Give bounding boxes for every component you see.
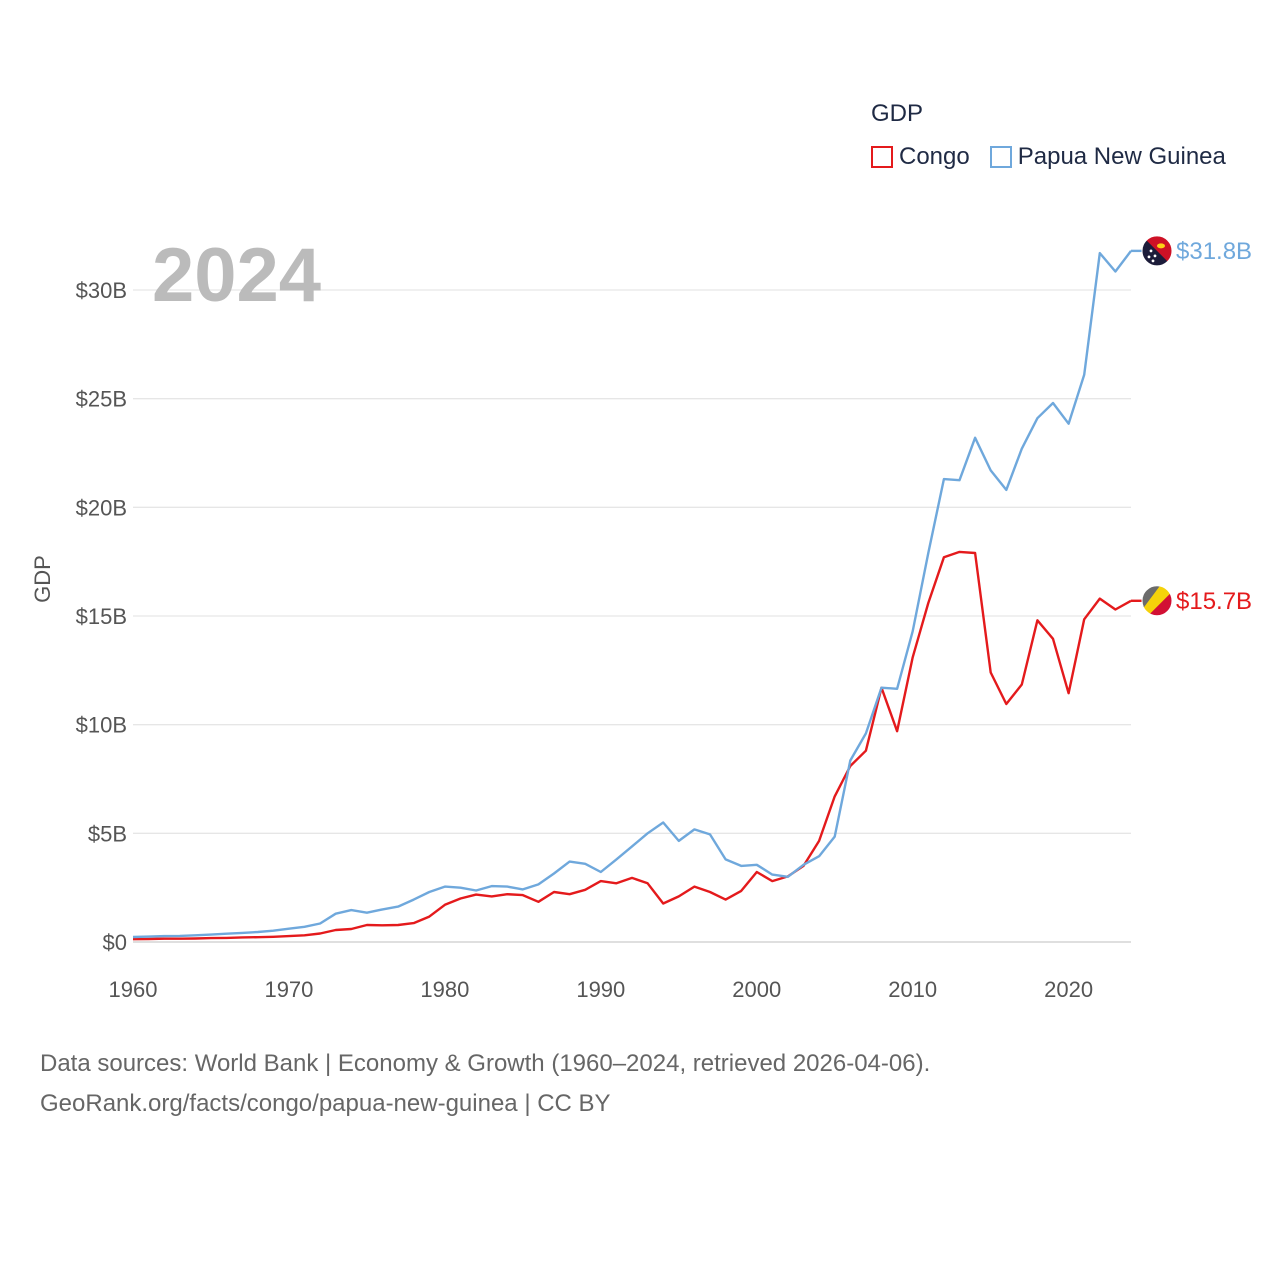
x-tick-label: 2010 bbox=[888, 977, 937, 1002]
flag-papua-new-guinea-icon bbox=[1141, 235, 1173, 267]
legend-swatch-congo bbox=[871, 146, 893, 168]
flag-ring bbox=[1141, 235, 1173, 267]
legend-title: GDP bbox=[871, 100, 924, 127]
data-source-note: Data sources: World Bank | Economy & Gro… bbox=[40, 1044, 930, 1124]
x-tick-label: 1970 bbox=[264, 977, 313, 1002]
gridlines bbox=[133, 289, 1131, 943]
y-tick-label: $5B bbox=[88, 821, 127, 846]
y-tick-label: $0 bbox=[103, 930, 127, 955]
series-line-papua-new-guinea[interactable] bbox=[132, 250, 1132, 939]
legend-label-papua-new-guinea: Papua New Guinea bbox=[1017, 143, 1226, 170]
end-label-congo: $15.7B bbox=[1176, 588, 1252, 615]
y-tick-label: $25B bbox=[76, 387, 127, 412]
y-tick-label: $30B bbox=[76, 278, 127, 303]
y-tick-label: $15B bbox=[76, 604, 127, 629]
y-axis-ticks: $0 $5B $10B $15B $20B $25B $30B bbox=[76, 278, 127, 955]
legend-item-papua-new-guinea[interactable]: Papua New Guinea bbox=[989, 143, 1226, 171]
x-tick-label: 2020 bbox=[1044, 977, 1093, 1002]
y-axis-label: GDP bbox=[30, 555, 55, 603]
flag-congo-icon bbox=[1141, 585, 1173, 617]
flag-ring bbox=[1141, 585, 1173, 617]
x-tick-label: 1990 bbox=[576, 977, 625, 1002]
x-tick-label: 1980 bbox=[420, 977, 469, 1002]
legend: Congo Papua New Guinea bbox=[871, 143, 1246, 171]
y-tick-label: $10B bbox=[76, 713, 127, 738]
source-line-1: Data sources: World Bank | Economy & Gro… bbox=[40, 1050, 931, 1077]
legend-item-congo[interactable]: Congo bbox=[871, 143, 970, 171]
legend-label-congo: Congo bbox=[899, 143, 970, 170]
year-watermark: 2024 bbox=[152, 233, 321, 318]
source-line-2[interactable]: GeoRank.org/facts/congo/papua-new-guinea… bbox=[40, 1090, 611, 1117]
x-tick-label: 2000 bbox=[732, 977, 781, 1002]
legend-swatch-papua-new-guinea bbox=[989, 146, 1012, 168]
end-label-papua-new-guinea: $31.8B bbox=[1176, 238, 1252, 265]
series-line-congo[interactable] bbox=[132, 550, 1132, 941]
x-tick-label: 1960 bbox=[109, 977, 158, 1002]
y-tick-label: $20B bbox=[76, 495, 127, 520]
x-axis-ticks: 1960 1970 1980 1990 2000 2010 2020 bbox=[109, 977, 1094, 1002]
series-lines bbox=[132, 250, 1132, 941]
series-end-labels: $15.7B $31.8B bbox=[1131, 235, 1252, 617]
